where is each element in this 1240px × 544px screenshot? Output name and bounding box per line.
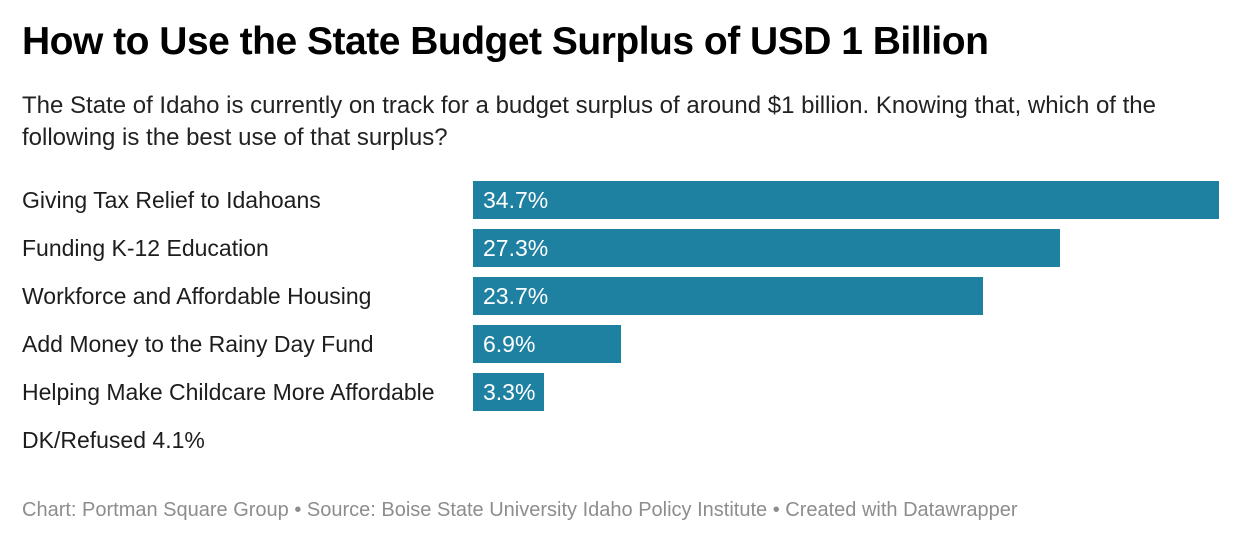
chart-row: Workforce and Affordable Housing 23.7% <box>22 272 1218 320</box>
bar: 23.7% <box>473 277 983 315</box>
chart-row: Giving Tax Relief to Idahoans 34.7% <box>22 176 1219 224</box>
category-label: Add Money to the Rainy Day Fund <box>22 330 374 357</box>
bar-value-label: 3.3% <box>483 378 536 405</box>
category-label: Funding K-12 Education <box>22 234 269 261</box>
bar-chart: Giving Tax Relief to Idahoans 34.7% Fundin… <box>22 176 1219 464</box>
category-label: Workforce and Affordable Housing <box>22 282 372 309</box>
bar: 34.7% <box>473 181 1219 219</box>
category-label: DK/Refused 4.1% <box>22 426 205 453</box>
bar-value-label: 34.7% <box>483 186 549 213</box>
chart-row: Add Money to the Rainy Day Fund 6.9% <box>22 320 1218 368</box>
chart-title: How to Use the State Budget Surplus of U… <box>22 20 989 63</box>
chart-row: DK/Refused 4.1% <box>22 416 1218 464</box>
bar-value-label: 27.3% <box>483 234 549 261</box>
bar: 27.3% <box>473 229 1060 267</box>
category-label: Giving Tax Relief to Idahoans <box>22 186 321 213</box>
chart-row: Helping Make Childcare More Affordable 3.… <box>22 368 1218 416</box>
bar: 6.9% <box>473 325 621 363</box>
bar-value-label: 6.9% <box>483 330 536 357</box>
category-label: Helping Make Childcare More Affordable <box>22 378 435 405</box>
bar: 3.3% <box>473 373 544 411</box>
chart-footer: Chart: Portman Square Group • Source: Bo… <box>22 499 1018 521</box>
chart-row: Funding K-12 Education 27.3% <box>22 224 1218 272</box>
chart-subtitle: The State of Idaho is currently on track… <box>22 92 1156 151</box>
bar-value-label: 23.7% <box>483 282 549 309</box>
